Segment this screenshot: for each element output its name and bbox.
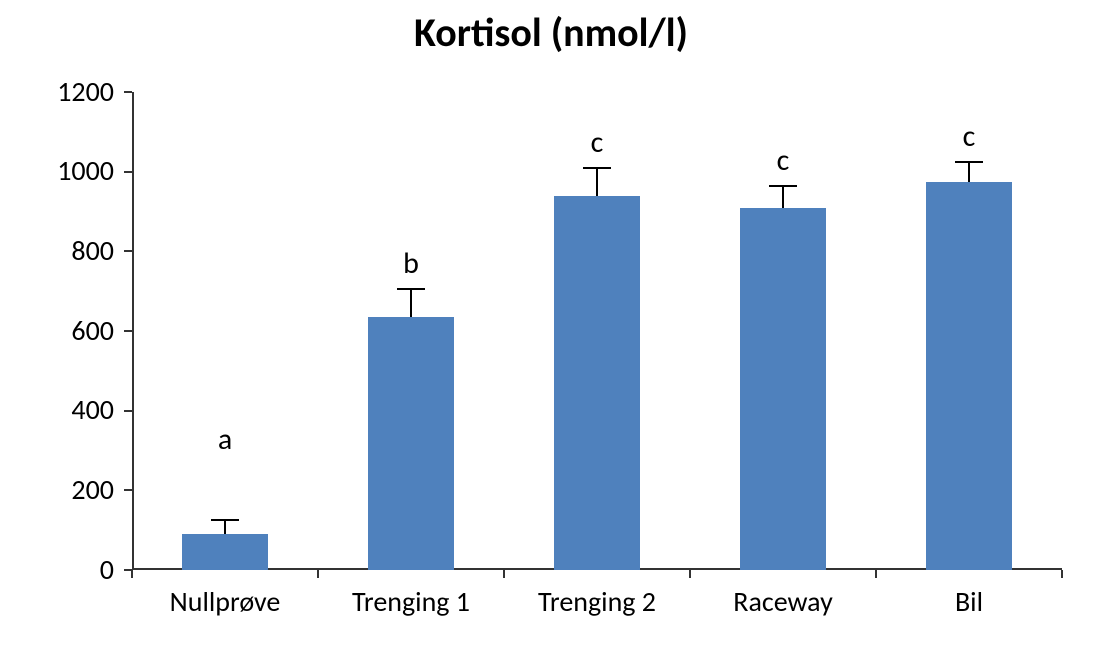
significance-label: c xyxy=(753,142,813,179)
x-tick xyxy=(503,570,505,578)
x-tick xyxy=(1061,570,1063,578)
x-tick xyxy=(689,570,691,578)
error-cap xyxy=(955,161,983,163)
significance-label: b xyxy=(381,245,441,282)
y-tick-label: 200 xyxy=(14,472,114,507)
bar xyxy=(926,182,1012,570)
y-tick-label: 0 xyxy=(14,552,114,587)
y-tick xyxy=(124,330,132,332)
x-tick xyxy=(317,570,319,578)
significance-label: c xyxy=(939,118,999,155)
error-bar xyxy=(596,168,598,196)
y-tick xyxy=(124,410,132,412)
error-bar xyxy=(224,520,226,534)
error-bar xyxy=(410,289,412,317)
error-cap xyxy=(397,288,425,290)
significance-label: c xyxy=(567,124,627,161)
bar xyxy=(182,534,268,570)
bar xyxy=(740,208,826,570)
y-tick-label: 1000 xyxy=(14,153,114,188)
x-tick-label: Trenging 1 xyxy=(308,584,514,619)
x-tick-label: Bil xyxy=(866,584,1072,619)
error-cap xyxy=(769,185,797,187)
error-cap xyxy=(583,167,611,169)
y-tick xyxy=(124,171,132,173)
x-tick xyxy=(875,570,877,578)
x-tick xyxy=(131,570,133,578)
x-tick-label: Nullprøve xyxy=(122,584,328,619)
y-tick-label: 400 xyxy=(14,392,114,427)
chart-title: Kortisol (nmol/l) xyxy=(0,8,1102,57)
y-tick-label: 800 xyxy=(14,233,114,268)
y-tick-label: 600 xyxy=(14,313,114,348)
error-bar xyxy=(968,162,970,182)
bar xyxy=(554,196,640,570)
bar xyxy=(368,317,454,570)
chart-stage: Kortisol (nmol/l) 020040060080010001200a… xyxy=(0,0,1102,662)
x-tick-label: Trenging 2 xyxy=(494,584,700,619)
error-cap xyxy=(211,519,239,521)
y-tick-label: 1200 xyxy=(14,74,114,109)
y-axis xyxy=(132,92,134,570)
y-tick xyxy=(124,489,132,491)
plot-area: 020040060080010001200aNullprøvebTrenging… xyxy=(132,92,1062,570)
y-tick xyxy=(124,91,132,93)
y-tick xyxy=(124,250,132,252)
error-bar xyxy=(782,186,784,208)
significance-label: a xyxy=(195,421,255,458)
x-tick-label: Raceway xyxy=(680,584,886,619)
